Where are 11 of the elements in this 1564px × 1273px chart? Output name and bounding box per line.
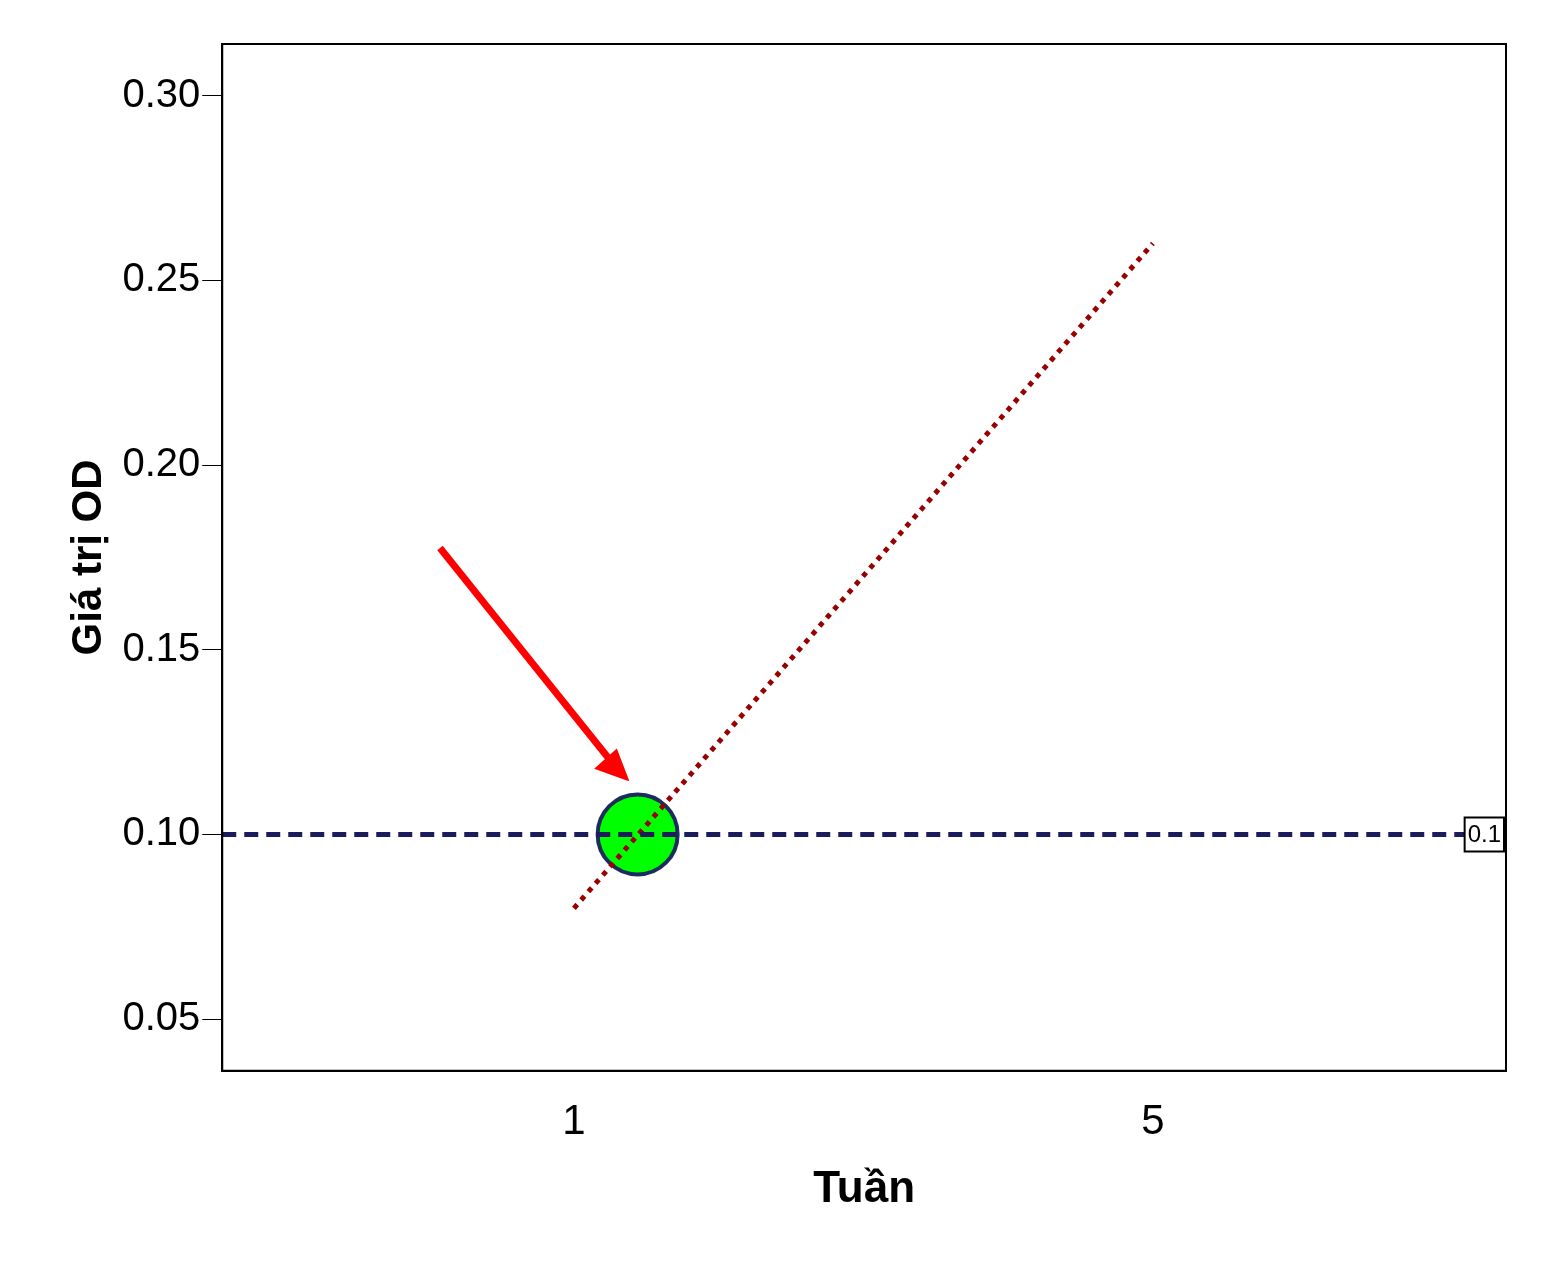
x-axis-title: Tuần xyxy=(813,1161,916,1211)
y-tick-label: 0.10 xyxy=(122,809,201,854)
y-tick-label: 0.25 xyxy=(122,255,201,300)
y-tick-label: 0.15 xyxy=(122,624,201,669)
ref-line-label: 0.1 xyxy=(1467,820,1502,848)
y-axis-title: Giá trị OD xyxy=(62,459,110,656)
y-tick-label: 0.20 xyxy=(122,440,201,485)
x-tick-label: 1 xyxy=(562,1095,586,1143)
x-tick-label: 5 xyxy=(1141,1095,1165,1143)
y-tick-label: 0.30 xyxy=(122,70,201,115)
y-tick-label: 0.05 xyxy=(122,994,201,1039)
